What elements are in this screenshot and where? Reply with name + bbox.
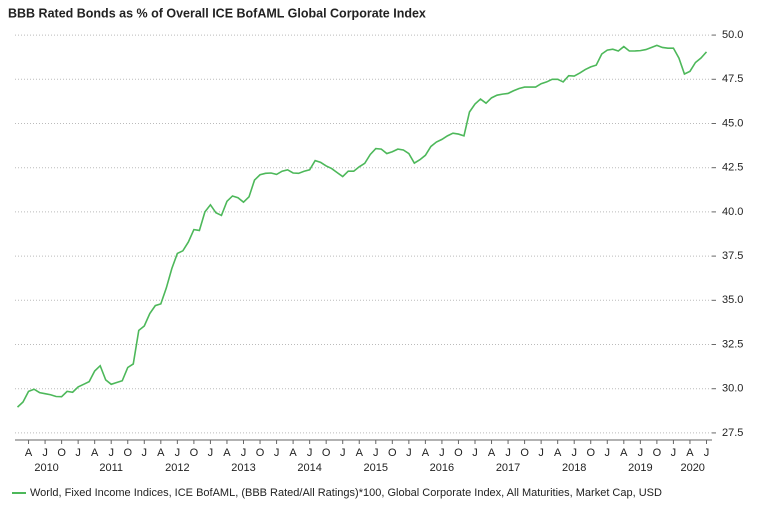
year-label: 2016 xyxy=(430,462,454,474)
x-tick-label: A xyxy=(25,447,33,459)
year-label: 2019 xyxy=(628,462,652,474)
x-tick-label: J xyxy=(472,447,478,459)
y-tick-label: 37.5 xyxy=(722,250,743,262)
x-tick-label: A xyxy=(620,447,628,459)
x-tick-label: O xyxy=(454,447,463,459)
year-label: 2018 xyxy=(562,462,586,474)
x-tick-label: J xyxy=(241,447,247,459)
x-tick-label: O xyxy=(388,447,397,459)
x-tick-label: O xyxy=(123,447,132,459)
year-label: 2014 xyxy=(297,462,321,474)
x-tick-label: J xyxy=(108,447,114,459)
x-tick-label: J xyxy=(406,447,412,459)
x-tick-label: O xyxy=(520,447,529,459)
x-tick-label: O xyxy=(586,447,595,459)
x-tick-label: A xyxy=(356,447,364,459)
y-tick-label: 40.0 xyxy=(722,206,743,218)
x-tick-label: J xyxy=(175,447,181,459)
x-tick-label: J xyxy=(142,447,148,459)
y-tick-label: 27.5 xyxy=(722,427,743,439)
x-tick-label: J xyxy=(439,447,445,459)
year-label: 2015 xyxy=(364,462,388,474)
x-tick-label: A xyxy=(223,447,231,459)
x-tick-label: A xyxy=(554,447,562,459)
x-tick-label: A xyxy=(91,447,99,459)
x-tick-label: J xyxy=(638,447,644,459)
x-tick-label: A xyxy=(422,447,430,459)
year-label: 2012 xyxy=(165,462,189,474)
year-label: 2013 xyxy=(231,462,255,474)
x-tick-label: J xyxy=(571,447,577,459)
x-tick-label: J xyxy=(208,447,214,459)
x-tick-label: J xyxy=(42,447,48,459)
x-tick-label: O xyxy=(653,447,662,459)
y-tick-label: 30.0 xyxy=(722,383,743,395)
y-tick-label: 47.5 xyxy=(722,73,743,85)
chart-title: BBB Rated Bonds as % of Overall ICE BofA… xyxy=(8,6,426,20)
y-tick-label: 45.0 xyxy=(722,117,743,129)
legend-label: World, Fixed Income Indices, ICE BofAML,… xyxy=(30,487,662,499)
x-tick-label: J xyxy=(704,447,710,459)
data-line xyxy=(16,44,708,408)
y-tick-label: 35.0 xyxy=(722,294,743,306)
x-tick-label: O xyxy=(256,447,265,459)
x-tick-label: J xyxy=(671,447,677,459)
x-tick-label: J xyxy=(307,447,313,459)
x-tick-label: J xyxy=(505,447,511,459)
x-tick-label: A xyxy=(686,447,694,459)
x-tick-label: A xyxy=(289,447,297,459)
x-tick-label: A xyxy=(488,447,496,459)
x-tick-label: O xyxy=(190,447,199,459)
x-tick-label: J xyxy=(373,447,379,459)
y-tick-label: 42.5 xyxy=(722,162,743,174)
x-tick-label: J xyxy=(75,447,81,459)
x-tick-label: J xyxy=(605,447,611,459)
x-tick-label: J xyxy=(538,447,544,459)
x-tick-label: J xyxy=(274,447,280,459)
year-label: 2011 xyxy=(99,462,123,474)
y-tick-label: 50.0 xyxy=(722,29,743,41)
x-tick-label: O xyxy=(322,447,331,459)
x-tick-label: O xyxy=(57,447,66,459)
x-tick-label: J xyxy=(340,447,346,459)
x-tick-label: A xyxy=(157,447,165,459)
year-label: 2020 xyxy=(680,462,704,474)
y-tick-label: 32.5 xyxy=(722,338,743,350)
year-label: 2017 xyxy=(496,462,520,474)
year-label: 2010 xyxy=(34,462,58,474)
